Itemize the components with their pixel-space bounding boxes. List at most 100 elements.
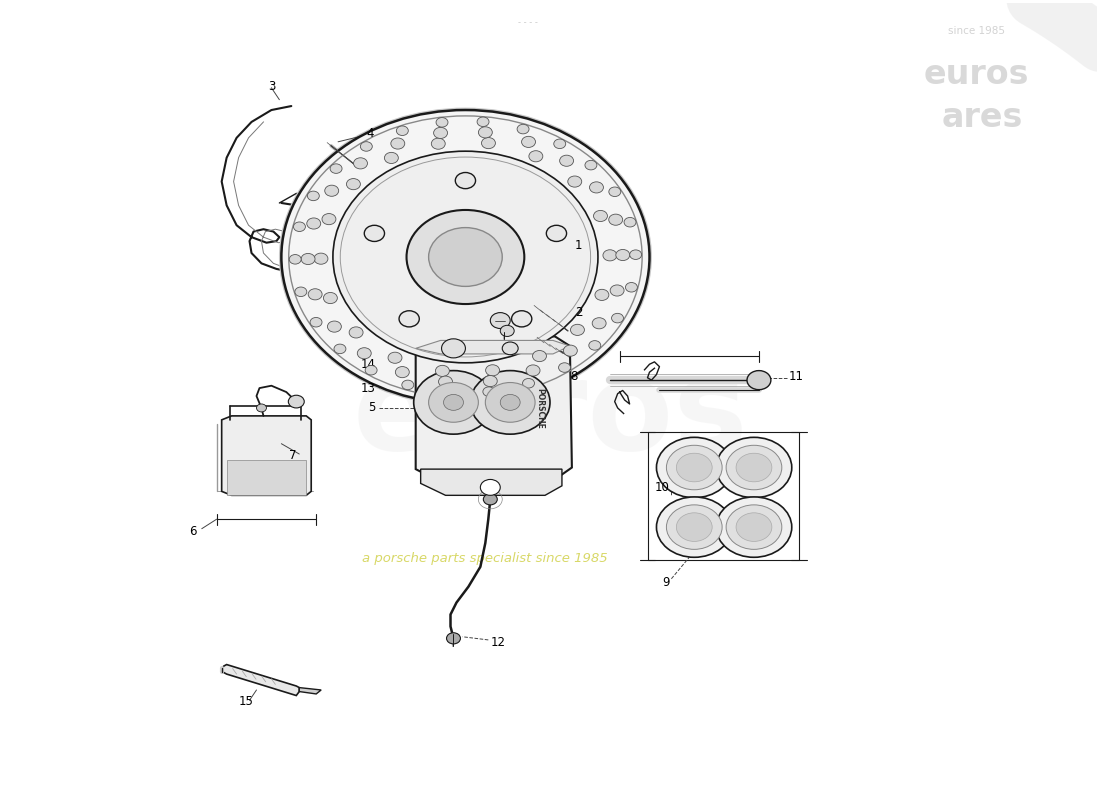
- Circle shape: [443, 394, 463, 410]
- Circle shape: [346, 178, 361, 190]
- Circle shape: [559, 362, 571, 372]
- Circle shape: [588, 341, 601, 350]
- Circle shape: [333, 151, 598, 363]
- Circle shape: [626, 282, 637, 292]
- Circle shape: [447, 633, 461, 644]
- Circle shape: [610, 285, 624, 296]
- Circle shape: [747, 370, 771, 390]
- Circle shape: [485, 365, 499, 376]
- Polygon shape: [227, 459, 306, 495]
- Circle shape: [568, 176, 582, 187]
- Circle shape: [310, 318, 322, 327]
- Circle shape: [330, 164, 342, 174]
- Text: 7: 7: [289, 449, 296, 462]
- Circle shape: [477, 117, 490, 126]
- Text: 2: 2: [575, 306, 582, 319]
- Circle shape: [282, 110, 649, 404]
- Polygon shape: [416, 341, 570, 354]
- Circle shape: [500, 326, 514, 337]
- Text: ares: ares: [942, 102, 1023, 134]
- Circle shape: [667, 446, 722, 490]
- Circle shape: [295, 287, 307, 297]
- Circle shape: [429, 228, 503, 286]
- Circle shape: [256, 404, 266, 412]
- Text: euros: euros: [352, 355, 748, 476]
- Circle shape: [395, 366, 409, 378]
- Circle shape: [322, 214, 335, 225]
- Text: 9: 9: [662, 576, 670, 590]
- Circle shape: [328, 321, 341, 332]
- Text: 3: 3: [267, 80, 275, 93]
- Circle shape: [594, 210, 607, 222]
- Circle shape: [482, 138, 495, 149]
- Text: since 1985: since 1985: [948, 26, 1005, 35]
- Circle shape: [314, 253, 328, 264]
- Circle shape: [308, 289, 322, 300]
- Circle shape: [307, 191, 319, 201]
- Circle shape: [442, 387, 454, 397]
- Circle shape: [726, 446, 782, 490]
- Circle shape: [396, 126, 408, 135]
- Circle shape: [402, 380, 414, 390]
- Circle shape: [349, 327, 363, 338]
- Circle shape: [547, 226, 567, 242]
- Circle shape: [307, 218, 321, 229]
- Polygon shape: [222, 665, 299, 695]
- Text: PORSCHE: PORSCHE: [536, 387, 544, 428]
- Circle shape: [526, 365, 540, 376]
- Circle shape: [358, 348, 371, 359]
- Circle shape: [294, 222, 306, 231]
- Circle shape: [512, 310, 531, 327]
- Circle shape: [483, 494, 497, 505]
- Circle shape: [571, 324, 584, 335]
- Circle shape: [471, 370, 550, 434]
- Circle shape: [384, 152, 398, 163]
- Circle shape: [595, 290, 609, 301]
- Circle shape: [592, 318, 606, 329]
- Circle shape: [563, 345, 578, 356]
- Text: 5: 5: [368, 402, 376, 414]
- Circle shape: [289, 254, 301, 264]
- Text: 10: 10: [654, 481, 670, 494]
- Circle shape: [429, 382, 478, 422]
- Circle shape: [676, 513, 712, 542]
- Text: 15: 15: [239, 695, 254, 708]
- Circle shape: [483, 387, 495, 397]
- Circle shape: [585, 160, 597, 170]
- Text: 1: 1: [575, 238, 582, 251]
- Text: 8: 8: [570, 370, 578, 382]
- Text: 4: 4: [366, 127, 373, 140]
- Text: a porsche parts specialist since 1985: a porsche parts specialist since 1985: [362, 552, 607, 566]
- Circle shape: [500, 394, 520, 410]
- Circle shape: [553, 139, 565, 149]
- Circle shape: [436, 118, 448, 127]
- Circle shape: [441, 339, 465, 358]
- Circle shape: [483, 375, 497, 386]
- Circle shape: [364, 226, 385, 242]
- Circle shape: [324, 185, 339, 196]
- Text: 13: 13: [361, 382, 376, 394]
- Circle shape: [522, 378, 535, 388]
- Circle shape: [560, 155, 573, 166]
- Circle shape: [478, 126, 493, 138]
- Circle shape: [436, 366, 450, 377]
- Text: 14: 14: [361, 358, 376, 370]
- Circle shape: [481, 479, 500, 495]
- Circle shape: [608, 214, 623, 226]
- Circle shape: [288, 395, 305, 408]
- Circle shape: [353, 158, 367, 169]
- Circle shape: [491, 313, 510, 329]
- Circle shape: [301, 254, 315, 265]
- Polygon shape: [299, 687, 321, 694]
- Circle shape: [616, 250, 630, 261]
- Circle shape: [390, 138, 405, 149]
- Circle shape: [431, 138, 446, 150]
- Text: 11: 11: [789, 370, 804, 382]
- Circle shape: [361, 142, 372, 151]
- Circle shape: [323, 293, 338, 303]
- Circle shape: [603, 250, 617, 261]
- Text: 12: 12: [491, 636, 505, 649]
- Circle shape: [334, 344, 345, 354]
- Circle shape: [608, 187, 620, 197]
- Circle shape: [657, 497, 733, 558]
